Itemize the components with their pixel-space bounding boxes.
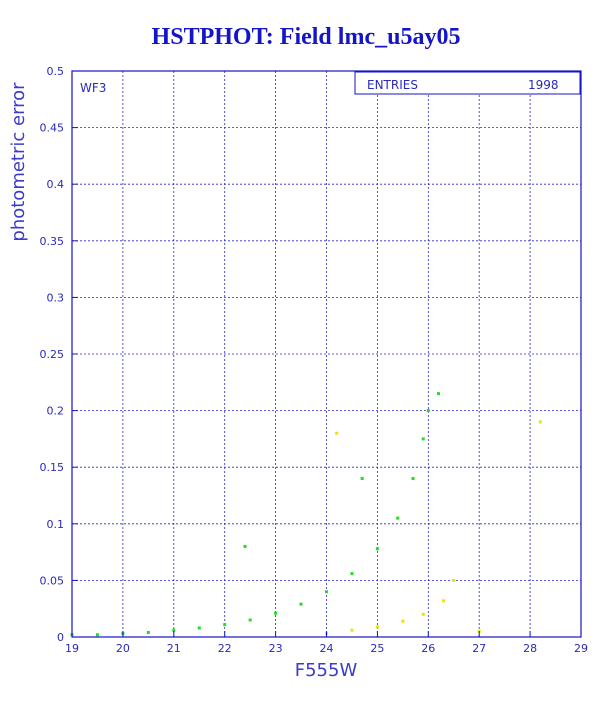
stats-label: ENTRIES [367, 78, 418, 92]
data-point [375, 625, 379, 629]
y-tick-label: 0.35 [40, 235, 65, 248]
y-tick-label: 0.4 [47, 178, 65, 191]
data-point [274, 611, 278, 615]
y-tick-label: 0.15 [40, 461, 65, 474]
data-point [335, 431, 339, 435]
chart-title: HSTPHOT: Field lmc_u5ay05 [151, 24, 461, 50]
stats-value: 1998 [528, 78, 559, 92]
y-tick-label: 0.25 [40, 348, 65, 361]
data-point [421, 612, 425, 616]
x-tick-label: 29 [574, 642, 588, 655]
data-point [538, 420, 542, 424]
y-tick-label: 0.1 [47, 518, 65, 531]
x-axis-label: F555W [295, 660, 358, 681]
data-point [223, 623, 227, 627]
x-tick-label: 28 [523, 642, 537, 655]
y-tick-label: 0.5 [47, 65, 65, 78]
y-tick-label: 0.05 [40, 574, 65, 587]
grid [72, 71, 581, 637]
x-tick-label: 22 [218, 642, 232, 655]
data-point [197, 626, 201, 630]
x-tick-label: 26 [421, 642, 435, 655]
x-tick-label: 27 [472, 642, 486, 655]
data-point [146, 630, 150, 634]
data-point [401, 619, 405, 623]
data-point [436, 392, 440, 396]
data-point [172, 628, 176, 632]
data-point [350, 628, 354, 632]
x-tick-label: 24 [320, 642, 334, 655]
data-point [375, 547, 379, 551]
data-point [350, 572, 354, 576]
x-tick-label: 25 [370, 642, 384, 655]
axis-ticks: 19 20 21 22 23 24 25 26 27 28 29 0 0.05 0.1 0.15 0.2 0.2… [40, 65, 589, 655]
data-point [325, 590, 328, 594]
panel-label: WF3 [80, 81, 106, 95]
x-tick-label: 19 [65, 642, 79, 655]
y-tick-label: 0.2 [47, 405, 65, 418]
data-point [421, 437, 425, 441]
data-point [411, 477, 415, 481]
data-point [442, 599, 446, 603]
data-point [426, 409, 430, 413]
data-point [95, 633, 99, 637]
y-tick-label: 0 [57, 631, 64, 644]
data-point [452, 578, 456, 582]
data-point [243, 544, 247, 548]
data-point [360, 477, 364, 481]
x-tick-label: 21 [167, 642, 181, 655]
data-points [70, 392, 542, 637]
data-point [248, 618, 252, 622]
x-tick-label: 20 [116, 642, 130, 655]
y-axis-label: photometric error [8, 82, 29, 242]
y-tick-label: 0.3 [47, 291, 65, 304]
data-point [396, 516, 400, 520]
x-tick-label: 23 [269, 642, 283, 655]
y-tick-label: 0.45 [40, 122, 65, 135]
data-point [299, 602, 303, 606]
stats-box: ENTRIES 1998 [354, 71, 581, 95]
